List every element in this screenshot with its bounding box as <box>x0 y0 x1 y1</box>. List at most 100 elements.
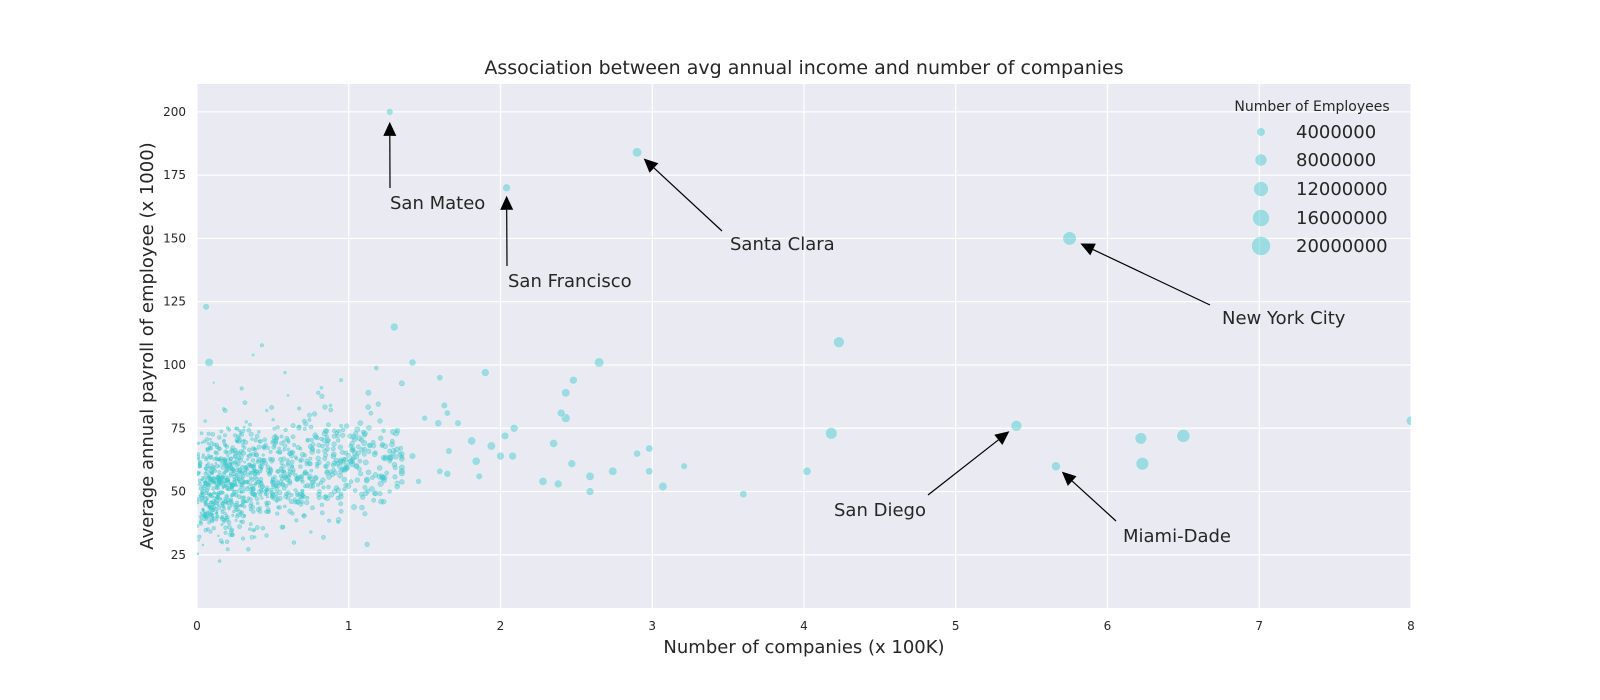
cluster-point <box>209 477 215 483</box>
annotation-arrow-head <box>1080 243 1096 256</box>
cluster-point <box>217 534 220 538</box>
cluster-point <box>286 438 291 443</box>
legend-label: 8000000 <box>1296 150 1376 171</box>
cluster-point <box>271 417 275 422</box>
cluster-point <box>241 485 246 491</box>
cluster-point <box>340 432 346 438</box>
x-tick-label: 4 <box>800 619 808 633</box>
cluster-point <box>198 471 202 474</box>
cluster-point <box>254 525 260 530</box>
cluster-point <box>365 404 371 410</box>
cluster-point <box>240 440 246 445</box>
cluster-point <box>361 451 367 457</box>
cluster-point <box>331 433 337 439</box>
cluster-point <box>221 484 227 489</box>
cluster-point <box>231 513 235 517</box>
cluster-point <box>227 507 231 511</box>
cluster-point <box>254 433 260 439</box>
cluster-point <box>208 446 212 450</box>
data-point <box>567 459 577 468</box>
legend-label: 4000000 <box>1296 122 1376 143</box>
cluster-point <box>235 457 240 462</box>
cluster-point <box>362 484 368 490</box>
legend-marker <box>1256 127 1266 137</box>
cluster-point <box>311 411 318 417</box>
cluster-point <box>210 432 216 437</box>
data-point <box>1405 415 1411 426</box>
cluster-point <box>246 547 251 552</box>
y-tick-label: 175 <box>163 168 186 182</box>
annotation-arrow-head <box>994 431 1010 446</box>
data-point <box>1051 461 1061 472</box>
cluster-point <box>370 440 376 445</box>
cluster-point <box>232 447 238 453</box>
cluster-point <box>352 488 358 493</box>
cluster-point <box>272 496 277 501</box>
cluster-point <box>197 464 202 469</box>
cluster-point <box>352 431 359 437</box>
cluster-point <box>376 465 383 471</box>
cluster-point <box>297 424 302 429</box>
cluster-point <box>271 485 276 490</box>
cluster-point <box>366 448 372 455</box>
cluster-point <box>246 485 250 489</box>
cluster-point <box>205 485 211 490</box>
cluster-point <box>265 495 269 499</box>
legend-marker <box>1254 153 1268 167</box>
cluster-point <box>309 479 316 486</box>
cluster-point <box>393 454 399 460</box>
cluster-point <box>223 433 228 438</box>
cluster-point <box>201 453 205 457</box>
annotation-arrow-head <box>1061 471 1077 486</box>
cluster-point <box>335 438 341 443</box>
cluster-point <box>210 515 214 519</box>
cluster-point <box>327 518 332 523</box>
cluster-point <box>330 451 337 458</box>
cluster-point <box>275 511 280 516</box>
cluster-point <box>199 517 203 521</box>
cluster-point <box>286 458 290 462</box>
cluster-point <box>303 421 309 427</box>
cluster-point <box>351 504 357 510</box>
cluster-point <box>240 476 244 480</box>
cluster-point <box>294 475 300 482</box>
cluster-point <box>389 438 395 444</box>
cluster-point <box>239 483 243 487</box>
y-tick-label: 150 <box>163 231 186 245</box>
cluster-point <box>198 494 203 498</box>
cluster-point <box>304 461 310 467</box>
cluster-point <box>290 450 296 456</box>
cluster-point <box>375 401 381 407</box>
cluster-point <box>359 437 365 443</box>
cluster-point <box>218 538 224 544</box>
cluster-point <box>223 461 228 465</box>
cluster-point <box>275 425 280 430</box>
cluster-point <box>279 441 284 446</box>
annotation-arrow-head <box>500 195 514 210</box>
cluster-point <box>310 505 315 511</box>
cluster-point <box>224 468 229 473</box>
cluster-point <box>248 470 254 476</box>
cluster-point <box>380 441 385 447</box>
x-tick-label: 7 <box>1255 619 1263 633</box>
data-point <box>486 441 496 451</box>
cluster-point <box>371 497 377 503</box>
cluster-point <box>281 524 286 530</box>
cluster-point <box>208 529 213 534</box>
cluster-point <box>204 478 209 483</box>
cluster-point <box>199 511 203 515</box>
cluster-point <box>242 425 246 429</box>
cluster-point <box>258 439 263 444</box>
cluster-point <box>215 478 220 483</box>
cluster-point <box>355 444 361 450</box>
cluster-point <box>230 449 235 453</box>
data-point <box>408 452 417 460</box>
grid-lines <box>196 84 1412 608</box>
cluster-point <box>348 479 354 484</box>
cluster-point <box>203 419 207 423</box>
cluster-point <box>384 470 390 476</box>
cluster-point <box>345 452 351 458</box>
cluster-point <box>224 485 230 491</box>
cluster-point <box>255 501 260 505</box>
x-tick-label: 2 <box>497 619 505 633</box>
